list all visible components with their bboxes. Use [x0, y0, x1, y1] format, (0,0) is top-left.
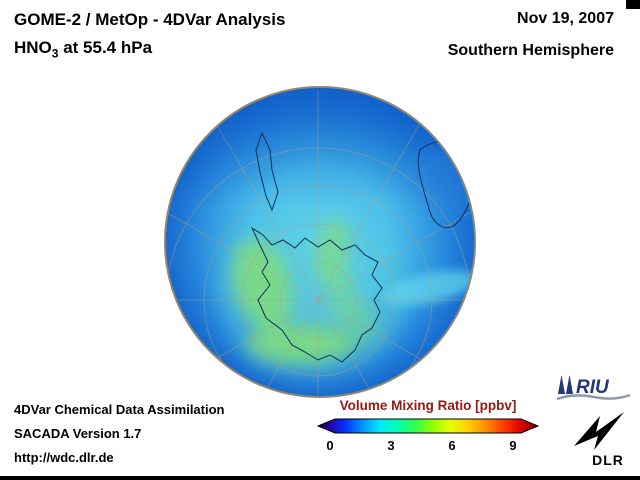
species-level-label: HNO3 at 55.4 hPa [14, 38, 152, 60]
enhanced-hno3-ring [232, 218, 378, 364]
hemisphere-label: Southern Hemisphere [447, 42, 614, 59]
species-suffix: at 55.4 hPa [58, 38, 153, 57]
dlr-emblem-icon [574, 412, 624, 450]
version-label: SACADA Version 1.7 [14, 426, 142, 441]
assimilation-label: 4DVar Chemical Data Assimilation [14, 402, 225, 417]
colorbar-tick: 6 [448, 438, 456, 453]
cathedral-icon [558, 375, 565, 394]
frame-bottom-strip [0, 476, 640, 480]
dlr-logo: DLR [574, 412, 624, 468]
riu-logo: RIU [556, 375, 631, 401]
colorbar-tick: 9 [509, 438, 517, 453]
hemisphere-data-map [164, 86, 476, 398]
species-subscript: 3 [51, 46, 59, 61]
riu-logo-text: RIU [576, 377, 610, 398]
species-prefix: HNO [14, 38, 52, 57]
url-label: http://wdc.dlr.de [14, 450, 114, 465]
colorbar-tick-labels: 0 3 6 9 [316, 438, 540, 454]
colorbar-title: Volume Mixing Ratio [ppbv] [339, 398, 517, 413]
colorbar-gradient-bar [316, 418, 540, 434]
colorbar [316, 418, 540, 434]
antarctica-coastline [250, 226, 383, 363]
date-label: Nov 19, 2007 [517, 10, 614, 27]
riu-swoosh [556, 393, 631, 401]
colorbar-tick: 3 [387, 438, 395, 453]
globe-rim [164, 86, 476, 398]
south-america-coastline [255, 131, 279, 212]
cyan-swirl-arm [382, 270, 475, 306]
frame-corner-mark [626, 0, 640, 9]
dlr-logo-text: DLR [592, 452, 624, 468]
cathedral-icon [566, 375, 573, 394]
colorbar-tick: 0 [326, 438, 334, 453]
page-title: GOME-2 / MetOp - 4DVar Analysis [14, 10, 286, 29]
